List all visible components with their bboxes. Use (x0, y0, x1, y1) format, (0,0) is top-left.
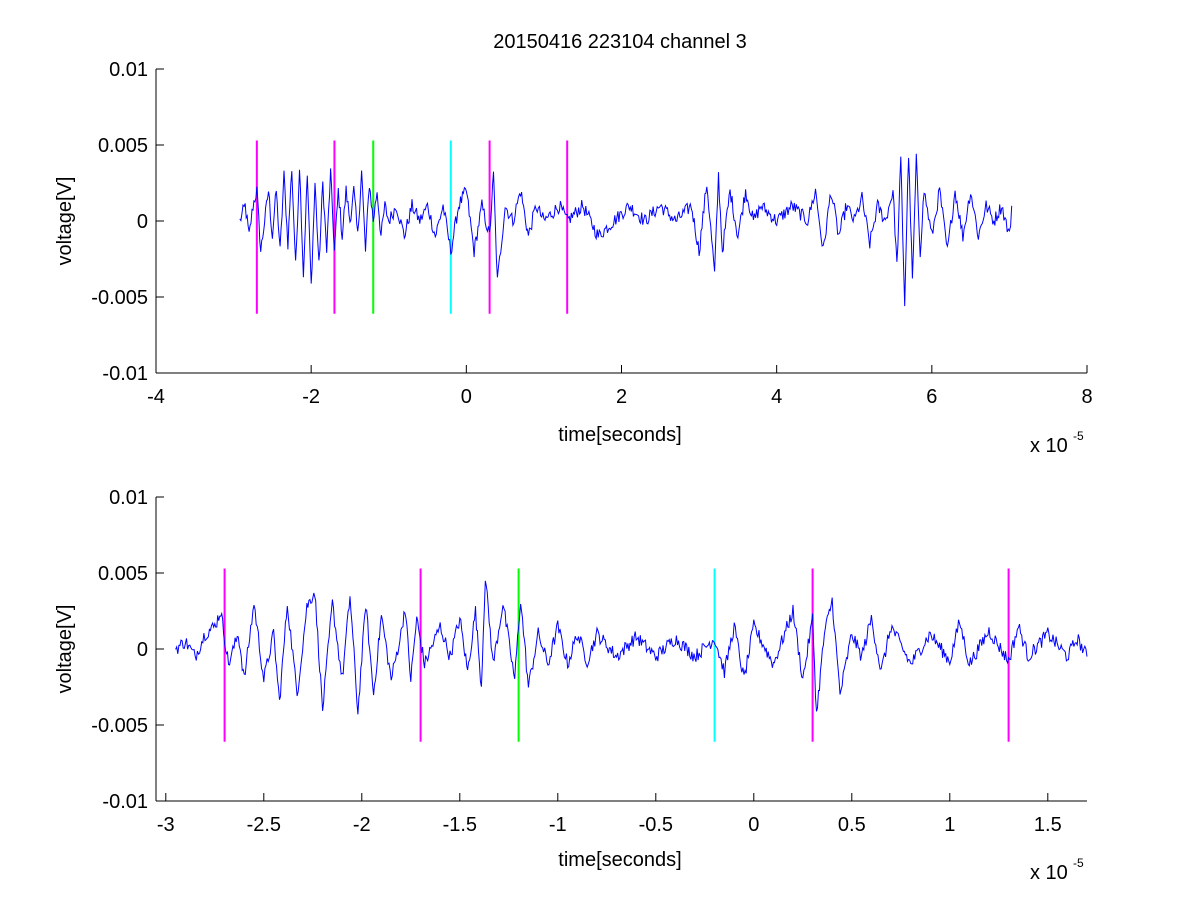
x-tick-label: -0.5 (639, 814, 673, 836)
x-tick-label: -1 (549, 814, 567, 836)
bottom-chart-voltage-trace (175, 580, 1088, 715)
top-chart-event-markers (255, 140, 569, 314)
y-tick-label: 0.01 (109, 59, 148, 81)
top-chart-voltage-trace (239, 153, 1013, 307)
y-tick-label: -0.005 (91, 287, 148, 309)
y-tick-label: 0 (137, 211, 148, 233)
x-exponent-power: -5 (1073, 856, 1084, 870)
y-tick-label: -0.005 (91, 715, 148, 737)
x-exponent-label: x 10 (1030, 862, 1068, 884)
x-axis-label: time[seconds] (558, 849, 681, 871)
x-tick-label: -1.5 (443, 814, 477, 836)
y-tick-label: -0.01 (102, 363, 148, 385)
x-tick-label: -2 (353, 814, 371, 836)
top-chart-x-ticks: -4 -2 0 2 4 6 8 (147, 365, 1093, 408)
x-tick-label: 1.5 (1034, 814, 1062, 836)
voltage-trace-line (175, 580, 1088, 715)
y-axis-label: voltage[V] (54, 177, 76, 266)
x-tick-label: -2 (302, 386, 320, 408)
y-tick-label: 0.01 (109, 487, 148, 509)
x-tick-label: -4 (147, 386, 165, 408)
y-axis-label: voltage[V] (54, 605, 76, 694)
y-tick-label: 0 (137, 639, 148, 661)
x-tick-label: 0 (461, 386, 472, 408)
top-chart: 20150416 223104 channel 3 -4 -2 0 2 4 6 8 0.01… (54, 31, 1093, 457)
y-tick-label: -0.01 (102, 791, 148, 813)
y-tick-label: 0.005 (98, 135, 148, 157)
x-tick-label: 0.5 (838, 814, 866, 836)
x-tick-label: 1 (944, 814, 955, 836)
bottom-chart-y-ticks: 0.01 0.005 0 -0.005 -0.01 (91, 487, 164, 813)
x-tick-label: -3 (157, 814, 175, 836)
chart-title: 20150416 223104 channel 3 (493, 31, 747, 53)
x-exponent-power: -5 (1073, 429, 1084, 443)
x-tick-label: 2 (616, 386, 627, 408)
top-chart-y-ticks: 0.01 0.005 0 -0.005 -0.01 (91, 59, 164, 385)
bottom-chart: -3 -2.5 -2 -1.5 -1 -0.5 0 0.5 1 1.5 0.01 0.005 0 -0.… (54, 487, 1088, 884)
bottom-chart-x-ticks: -3 -2.5 -2 -1.5 -1 -0.5 0 0.5 1 1.5 (157, 793, 1062, 836)
voltage-trace-line (239, 153, 1013, 307)
x-tick-label: 6 (926, 386, 937, 408)
y-tick-label: 0.005 (98, 563, 148, 585)
bottom-chart-event-markers (223, 568, 1010, 742)
x-axis-label: time[seconds] (558, 424, 681, 446)
x-tick-label: 4 (771, 386, 782, 408)
x-exponent-label: x 10 (1030, 435, 1068, 457)
x-tick-label: 0 (748, 814, 759, 836)
x-tick-label: -2.5 (247, 814, 281, 836)
x-tick-label: 8 (1081, 386, 1092, 408)
